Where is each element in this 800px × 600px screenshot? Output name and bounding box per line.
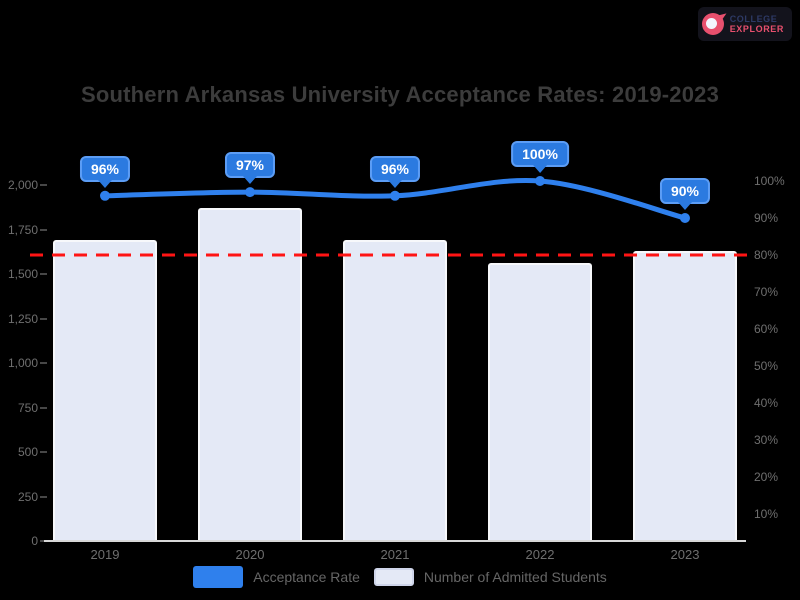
- badge-pointer: [388, 179, 402, 188]
- y-axis-tick-right: 100%: [754, 174, 785, 188]
- x-axis-label: 2023: [670, 547, 700, 562]
- y-axis-tick-right: 30%: [754, 433, 779, 447]
- legend-swatch-line-series: [193, 566, 244, 588]
- bar-2023: [633, 250, 737, 541]
- y-axis-tick-mark: [40, 406, 47, 409]
- data-label-badge-2019: 96%: [79, 155, 131, 188]
- legend-item-bar-series: Number of Admitted Students: [373, 568, 607, 586]
- chart-title: Southern Arkansas University Acceptance …: [80, 82, 720, 107]
- y-axis-tick-right: 80%: [754, 248, 779, 262]
- y-axis-tick-right: 10%: [754, 507, 779, 521]
- legend-label-bar-series: Number of Admitted Students: [423, 569, 607, 585]
- y-axis-tick-right: 20%: [754, 470, 779, 484]
- y-axis-tick-left: 1,250: [7, 311, 38, 326]
- y-axis-tick-mark: [40, 495, 47, 498]
- brand-wordmark-line1: COLLEGE: [729, 14, 778, 24]
- x-axis-label: 2019: [90, 547, 120, 562]
- data-label-badge-2021: 96%: [369, 155, 421, 188]
- data-label-badge-2020: 97%: [224, 152, 276, 185]
- legend-item-line-series: Acceptance Rate: [193, 566, 360, 588]
- brand-logo-icon: [701, 9, 727, 35]
- y-axis-tick-mark: [40, 540, 47, 542]
- y-axis-tick-mark: [40, 317, 47, 320]
- data-label-badge-2023: 90%: [659, 178, 711, 210]
- y-axis-tick-left: 0: [31, 534, 38, 548]
- data-label-badge-2022: 100%: [511, 141, 569, 173]
- x-axis-label: 2020: [235, 547, 265, 562]
- y-axis-tick-left: 1,500: [7, 267, 38, 281]
- badge-pointer: [98, 179, 112, 188]
- brand-wordmark-line2: EXPLORER: [729, 24, 784, 34]
- y-axis-tick-left: 2,000: [7, 178, 38, 192]
- y-axis-tick-right: 50%: [754, 359, 779, 373]
- logo-circle-core: [705, 18, 717, 29]
- badge-pointer: [243, 176, 257, 185]
- bar-2020: [198, 208, 302, 541]
- bar-2021: [343, 240, 447, 541]
- brand-wordmark: COLLEGE EXPLORER: [730, 14, 784, 34]
- brand-logo[interactable]: COLLEGE EXPLORER: [697, 7, 792, 41]
- x-axis-label: 2022: [525, 547, 555, 562]
- bar-2019: [53, 240, 157, 541]
- y-axis-tick-left: 750: [17, 400, 38, 415]
- legend: Acceptance Rate Number of Admitted Stude…: [0, 566, 800, 588]
- y-axis-tick-left: 250: [17, 489, 38, 504]
- y-axis-tick-right: 60%: [754, 322, 779, 336]
- y-axis-tick-left: 500: [17, 445, 38, 459]
- y-axis-tick-right: 40%: [754, 396, 779, 410]
- y-axis-tick-mark: [40, 228, 47, 231]
- y-axis-tick-left: 1,000: [7, 356, 38, 370]
- legend-label-line-series: Acceptance Rate: [253, 569, 360, 585]
- y-axis-tick-mark: [40, 184, 47, 186]
- legend-swatch-bar-series: [373, 568, 414, 586]
- y-axis-tick-left: 1,750: [7, 222, 38, 237]
- badge-pointer: [533, 165, 547, 173]
- x-axis-label: 2021: [380, 547, 410, 562]
- y-axis-tick-mark: [40, 362, 47, 364]
- bar-2022: [488, 263, 592, 541]
- y-axis-tick-right: 90%: [754, 211, 779, 225]
- badge-pointer: [678, 202, 692, 210]
- y-axis-tick-mark: [40, 273, 47, 275]
- y-axis-tick-right: 70%: [754, 285, 779, 299]
- y-axis-tick-mark: [40, 451, 47, 453]
